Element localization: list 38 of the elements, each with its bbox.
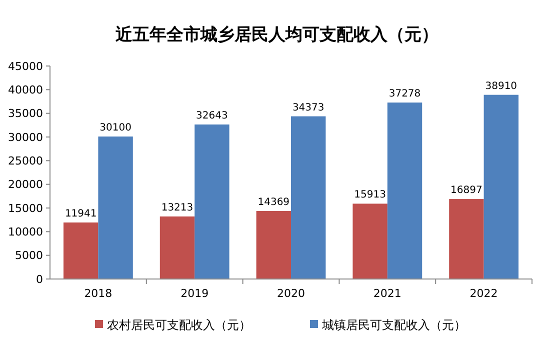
- bar: [449, 199, 484, 279]
- legend-label: 城镇居民可支配收入（元）: [321, 318, 466, 332]
- data-label: 11941: [64, 208, 97, 220]
- bar: [387, 102, 422, 279]
- bar: [256, 210, 291, 279]
- y-tick-label: 15000: [8, 202, 43, 215]
- y-tick-label: 45000: [8, 60, 43, 73]
- y-tick-label: 10000: [8, 226, 43, 239]
- x-tick-label: 2018: [84, 287, 112, 300]
- bar: [98, 136, 133, 279]
- x-tick-label: 2021: [373, 287, 402, 300]
- bar: [291, 116, 326, 279]
- bar: [352, 204, 388, 279]
- x-tick-label: 2022: [470, 287, 498, 300]
- y-tick-label: 0: [36, 272, 43, 286]
- data-label: 32643: [196, 110, 228, 122]
- bar: [63, 222, 98, 279]
- y-tick-label: 35000: [8, 107, 43, 120]
- data-label: 38910: [485, 80, 518, 92]
- chart-title: 近五年全市城乡居民人均可支配收入（元）: [114, 25, 438, 45]
- x-tick-label: 2019: [180, 287, 209, 300]
- data-label: 34373: [292, 102, 324, 114]
- data-label: 37278: [388, 88, 421, 100]
- bar: [160, 216, 195, 279]
- data-label: 13213: [161, 202, 194, 214]
- data-label: 30100: [100, 122, 132, 134]
- data-label: 14369: [258, 196, 290, 208]
- y-tick-label: 30000: [8, 130, 43, 144]
- y-tick-label: 20000: [8, 178, 43, 192]
- data-label: 16897: [450, 185, 482, 196]
- bar: [194, 124, 230, 279]
- y-tick-label: 25000: [8, 154, 43, 168]
- y-tick-label: 5000: [15, 249, 43, 262]
- y-tick-label: 40000: [8, 84, 43, 97]
- data-label: 15913: [354, 190, 386, 201]
- bar: [484, 94, 519, 279]
- legend-label: 农村居民可支配收入（元）: [107, 318, 251, 332]
- x-tick-label: 2020: [277, 287, 305, 300]
